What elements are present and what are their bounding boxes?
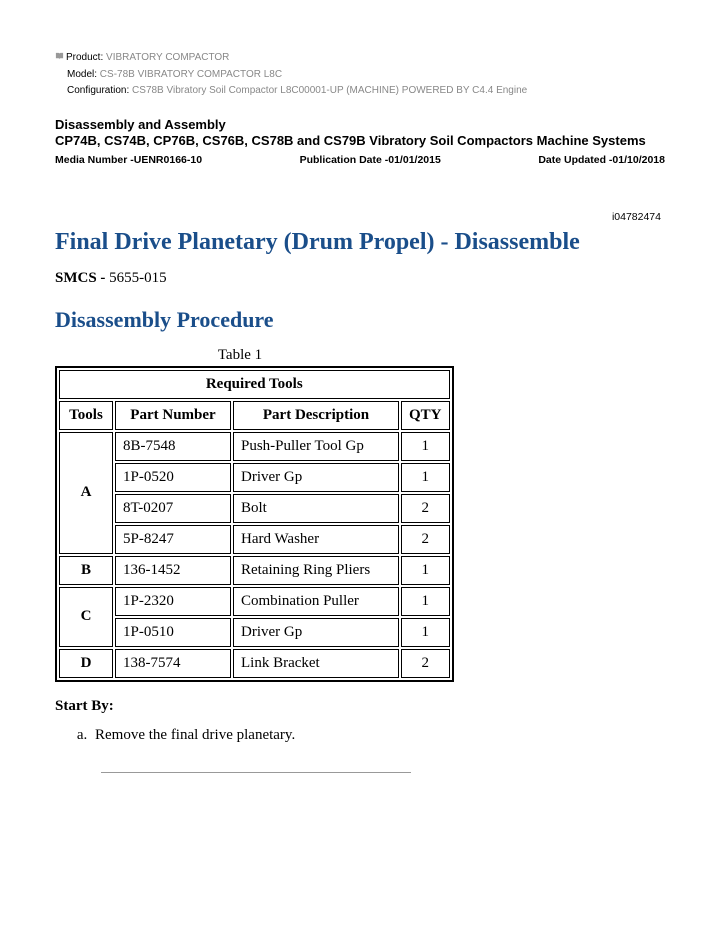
product-label: Product: — [66, 52, 103, 63]
product-meta-block: Product: VIBRATORY COMPACTOR Model: CS-7… — [55, 50, 665, 99]
meta-product: Product: VIBRATORY COMPACTOR — [55, 50, 665, 67]
table-row: 8T-0207Bolt2 — [59, 494, 450, 523]
part-description-cell: Retaining Ring Pliers — [233, 556, 399, 585]
part-number-cell: 1P-0520 — [115, 463, 231, 492]
start-by-label: Start By: — [55, 698, 665, 715]
col-qty: QTY — [401, 401, 450, 430]
table-row: 1P-0520Driver Gp1 — [59, 463, 450, 492]
date-updated: Date Updated -01/10/2018 — [538, 154, 665, 166]
meta-model: Model: CS-78B VIBRATORY COMPACTOR L8C — [55, 67, 665, 83]
meta-config: Configuration: CS78B Vibratory Soil Comp… — [55, 83, 665, 99]
qty-cell: 1 — [401, 463, 450, 492]
part-description-cell: Link Bracket — [233, 649, 399, 678]
tool-group-cell: A — [59, 432, 113, 554]
table-row: D138-7574Link Bracket2 — [59, 649, 450, 678]
divider-rule — [101, 772, 411, 773]
config-label: Configuration: — [67, 85, 129, 96]
part-description-cell: Hard Washer — [233, 525, 399, 554]
part-number-cell: 136-1452 — [115, 556, 231, 585]
config-value: CS78B Vibratory Soil Compactor L8C00001-… — [132, 85, 527, 96]
book-icon — [55, 51, 64, 67]
part-description-cell: Bolt — [233, 494, 399, 523]
col-tools: Tools — [59, 401, 113, 430]
part-number-cell: 1P-2320 — [115, 587, 231, 616]
col-part-number: Part Number — [115, 401, 231, 430]
part-number-cell: 1P-0510 — [115, 618, 231, 647]
part-number-cell: 8B-7548 — [115, 432, 231, 461]
col-part-description: Part Description — [233, 401, 399, 430]
section-title: Disassembly and Assembly — [55, 117, 665, 132]
qty-cell: 1 — [401, 432, 450, 461]
page-title: Final Drive Planetary (Drum Propel) - Di… — [55, 229, 665, 256]
part-description-cell: Driver Gp — [233, 463, 399, 492]
product-value: VIBRATORY COMPACTOR — [106, 52, 229, 63]
qty-cell: 2 — [401, 494, 450, 523]
tool-group-cell: C — [59, 587, 113, 647]
part-number-cell: 5P-8247 — [115, 525, 231, 554]
table-header-span: Required Tools — [59, 370, 450, 399]
part-number-cell: 8T-0207 — [115, 494, 231, 523]
part-description-cell: Combination Puller — [233, 587, 399, 616]
required-tools-table: Required Tools Tools Part Number Part De… — [55, 366, 454, 682]
procedure-title: Disassembly Procedure — [55, 307, 665, 333]
table-row: 1P-0510Driver Gp1 — [59, 618, 450, 647]
part-description-cell: Driver Gp — [233, 618, 399, 647]
table-row: A8B-7548Push-Puller Tool Gp1 — [59, 432, 450, 461]
tool-group-cell: B — [59, 556, 113, 585]
section-subtitle: CP74B, CS74B, CP76B, CS76B, CS78B and CS… — [55, 132, 665, 150]
qty-cell: 2 — [401, 525, 450, 554]
start-by-list: Remove the final drive planetary. — [55, 727, 665, 744]
publication-date: Publication Date -01/01/2015 — [300, 154, 441, 166]
model-label: Model: — [67, 69, 97, 80]
smcs-line: SMCS - 5655-015 — [55, 270, 665, 287]
document-id: i04782474 — [55, 211, 661, 223]
part-description-cell: Push-Puller Tool Gp — [233, 432, 399, 461]
table-row: 5P-8247Hard Washer2 — [59, 525, 450, 554]
qty-cell: 1 — [401, 587, 450, 616]
table-row: C1P-2320Combination Puller1 — [59, 587, 450, 616]
smcs-value: 5655-015 — [109, 270, 167, 286]
model-value: CS-78B VIBRATORY COMPACTOR L8C — [100, 69, 282, 80]
part-number-cell: 138-7574 — [115, 649, 231, 678]
table-caption: Table 1 — [55, 347, 425, 364]
qty-cell: 1 — [401, 618, 450, 647]
table-row: B136-1452Retaining Ring Pliers1 — [59, 556, 450, 585]
list-item: Remove the final drive planetary. — [91, 727, 665, 744]
smcs-label: SMCS - — [55, 270, 105, 286]
pub-meta-row: Media Number -UENR0166-10 Publication Da… — [55, 154, 665, 166]
qty-cell: 2 — [401, 649, 450, 678]
qty-cell: 1 — [401, 556, 450, 585]
tool-group-cell: D — [59, 649, 113, 678]
media-number: Media Number -UENR0166-10 — [55, 154, 202, 166]
